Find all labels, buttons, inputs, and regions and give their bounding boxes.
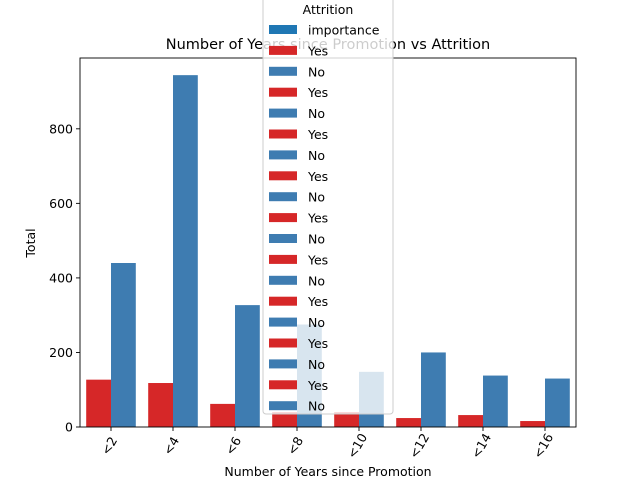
legend-title: Attrition: [303, 2, 354, 17]
bar-no-1: [173, 75, 198, 428]
bar-yes-0: [86, 379, 111, 427]
legend-swatch-2: [269, 66, 297, 76]
legend-label-5: Yes: [307, 127, 328, 142]
legend-swatch-17: [269, 380, 297, 390]
legend-label-6: No: [308, 148, 325, 163]
bar-yes-5: [396, 418, 421, 427]
x-tick-label-6: <14: [468, 431, 494, 461]
bar-yes-1: [148, 383, 173, 427]
legend-swatch-7: [269, 171, 297, 181]
legend-label-3: Yes: [307, 85, 328, 100]
legend-label-16: No: [308, 357, 325, 372]
x-tick-label-4: <10: [344, 431, 370, 461]
legend-label-2: No: [308, 64, 325, 79]
bar-yes-2: [210, 403, 235, 427]
bar-no-7: [545, 378, 570, 427]
x-tick-label-3: <8: [284, 434, 306, 457]
legend-swatch-8: [269, 192, 297, 202]
legend-label-18: No: [308, 399, 325, 414]
y-tick-label-0: 0: [65, 420, 73, 435]
x-tick-label-7: <16: [530, 431, 556, 461]
legend-swatch-0: [269, 25, 297, 34]
y-axis-label: Total: [23, 228, 38, 258]
legend-swatch-10: [269, 234, 297, 243]
legend-swatch-11: [269, 254, 297, 264]
bar-no-0: [111, 263, 136, 427]
bar-no-5: [421, 352, 446, 427]
x-tick-label-1: <4: [160, 434, 182, 457]
legend-label-17: Yes: [307, 378, 328, 393]
y-tick-label-1: 200: [49, 345, 73, 360]
bar-yes-3: [272, 412, 297, 427]
y-tick-label-4: 800: [49, 121, 73, 136]
x-axis-label: Number of Years since Promotion: [224, 464, 431, 479]
legend-label-1: Yes: [307, 43, 328, 58]
y-tick-label-3: 600: [49, 196, 73, 211]
legend-swatch-13: [269, 296, 297, 306]
legend-label-0: importance: [308, 23, 380, 38]
x-tick-label-2: <6: [222, 434, 244, 457]
legend-label-15: Yes: [307, 336, 328, 351]
legend-swatch-18: [269, 401, 297, 411]
legend-label-14: No: [308, 315, 325, 330]
bar-no-6: [483, 375, 508, 427]
legend-label-13: Yes: [307, 294, 328, 309]
legend: Attrition importance Yes No Yes No Yes No Yes No Y…: [262, 0, 394, 415]
bar-no-2: [235, 305, 260, 427]
legend-box: [262, 0, 394, 415]
legend-swatch-16: [269, 359, 297, 369]
legend-swatch-9: [269, 213, 297, 223]
legend-label-8: No: [308, 190, 325, 205]
x-tick-label-0: <2: [98, 434, 120, 457]
x-tick-label-5: <12: [406, 431, 432, 461]
legend-swatch-6: [269, 150, 297, 160]
legend-label-12: No: [308, 273, 325, 288]
legend-label-4: No: [308, 106, 325, 121]
legend-swatch-12: [269, 275, 297, 285]
legend-swatch-14: [269, 317, 297, 327]
bar-yes-4: [334, 412, 359, 427]
y-tick-label-2: 400: [49, 270, 73, 285]
legend-swatch-4: [269, 108, 297, 118]
legend-label-10: No: [308, 232, 325, 247]
legend-swatch-3: [269, 87, 297, 97]
bar-yes-6: [458, 415, 483, 427]
legend-swatch-1: [269, 45, 297, 55]
legend-label-9: Yes: [307, 211, 328, 226]
legend-swatch-15: [269, 338, 297, 348]
bar-yes-7: [520, 421, 545, 427]
legend-label-11: Yes: [307, 252, 328, 267]
legend-label-7: Yes: [307, 169, 328, 184]
legend-swatch-5: [269, 129, 297, 139]
